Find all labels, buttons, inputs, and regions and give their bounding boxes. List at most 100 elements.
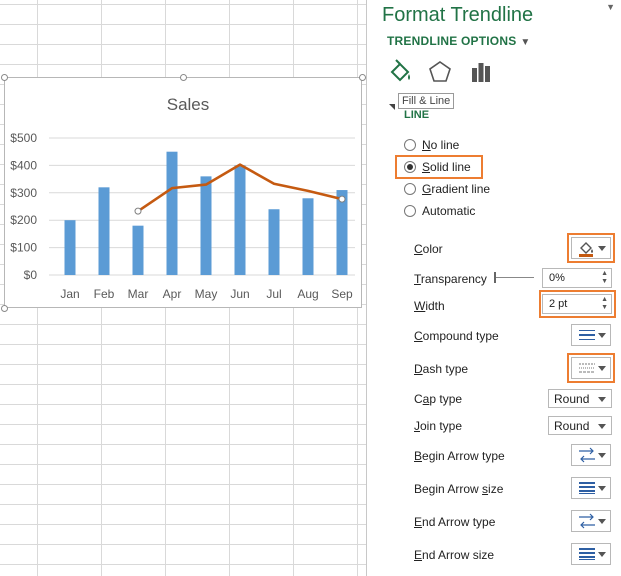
solid-line-highlight — [395, 155, 483, 179]
radio-solid-line-label: Solid line — [422, 160, 471, 174]
paint-bucket-icon[interactable] — [387, 59, 413, 85]
dash-lines-icon — [579, 363, 595, 373]
radio-button[interactable] — [404, 205, 416, 217]
radio-no-line-label: No line — [422, 138, 460, 152]
bar — [302, 198, 314, 275]
radio-gradient-line-label: Gradient line — [422, 182, 491, 196]
radio-solid-line[interactable]: Solid line — [404, 158, 471, 176]
pentagon-icon[interactable] — [427, 59, 453, 85]
width-label: Width — [414, 299, 445, 313]
bar — [336, 190, 348, 275]
resize-handle-tl[interactable] — [1, 74, 8, 81]
chevron-down-icon — [598, 486, 606, 491]
compound-type-button[interactable] — [571, 324, 611, 346]
end-arrow-type-button[interactable] — [571, 510, 611, 532]
panel-title: Format Trendline — [382, 4, 534, 26]
width-spinner[interactable]: 2 pt ▲ ▼ — [542, 294, 612, 314]
spin-arrows-icon[interactable]: ▲ ▼ — [601, 270, 608, 285]
x-tick-label: Jun — [230, 287, 249, 301]
radio-gradient-line[interactable]: Gradient line — [404, 180, 490, 198]
y-tick-label: $100 — [10, 241, 37, 255]
join-type-label: Join type — [414, 419, 463, 433]
compound-lines-icon — [579, 330, 595, 340]
trendline — [137, 163, 343, 213]
bar — [166, 151, 178, 275]
bar — [200, 176, 212, 275]
color-label: Color — [414, 242, 443, 256]
x-tick-label: Apr — [163, 287, 182, 301]
resize-handle-tc[interactable] — [180, 74, 187, 81]
chevron-down-icon — [598, 246, 606, 251]
color-highlight — [567, 233, 615, 263]
fill-line-tooltip: Fill & Line — [398, 93, 455, 109]
cap-type-label: Cap type — [414, 392, 463, 406]
x-tick-label: May — [195, 287, 218, 301]
chart-area[interactable]: Sales $0 $100 $200 $300 $400 $500 Jan Feb Mar Apr M… — [1, 74, 366, 312]
trendline-handle — [338, 195, 346, 203]
transparency-slider-thumb[interactable] — [494, 272, 496, 283]
end-arrow-type-label: End Arrow type — [414, 515, 496, 529]
x-tick-label: Sep — [331, 287, 353, 301]
trendline-handle — [134, 207, 142, 215]
transparency-label: Transparency — [414, 272, 487, 286]
resize-handle-bl[interactable] — [1, 305, 8, 312]
size-lines-icon — [579, 548, 595, 560]
y-tick-label: $400 — [10, 158, 37, 172]
bar — [98, 187, 110, 275]
chevron-down-icon — [598, 424, 606, 429]
chevron-down-icon — [598, 397, 606, 402]
dash-type-label: Dash type — [414, 362, 469, 376]
width-highlight — [539, 290, 616, 318]
cap-type-select[interactable]: Round — [548, 389, 612, 408]
radio-no-line[interactable]: No line — [404, 136, 459, 154]
bar — [234, 165, 246, 275]
y-tick-label: $200 — [10, 213, 37, 227]
resize-handle-tr[interactable] — [359, 74, 366, 81]
end-arrow-size-button[interactable] — [571, 543, 611, 565]
bar — [132, 225, 144, 275]
outline-color-button[interactable] — [571, 237, 611, 259]
radio-button[interactable] — [404, 139, 416, 151]
panel-options-icon[interactable]: ▼ — [606, 2, 615, 12]
radio-button[interactable] — [404, 183, 416, 195]
pen-color-icon — [579, 242, 593, 257]
begin-arrow-size-label: Begin Arrow size — [414, 482, 504, 496]
x-tick-label: Jul — [266, 287, 281, 301]
bar-chart-icon[interactable] — [468, 59, 494, 85]
arrows-icon — [579, 447, 595, 463]
end-arrow-size-label: End Arrow size — [414, 548, 495, 562]
trendline-options-tab[interactable]: TRENDLINE OPTIONS ▼ — [387, 34, 531, 48]
y-tick-label: $300 — [10, 186, 37, 200]
y-tick-label: $0 — [24, 268, 38, 282]
chevron-down-icon: ▼ — [520, 37, 531, 48]
x-tick-label: Mar — [128, 287, 149, 301]
begin-arrow-size-button[interactable] — [571, 477, 611, 499]
compound-type-label: Compound type — [414, 329, 499, 343]
radio-automatic[interactable]: Automatic — [404, 202, 475, 220]
begin-arrow-type-button[interactable] — [571, 444, 611, 466]
spin-arrows-icon[interactable]: ▲ ▼ — [601, 296, 608, 311]
x-tick-label: Feb — [94, 287, 115, 301]
size-lines-icon — [579, 482, 595, 494]
chevron-down-icon — [598, 366, 606, 371]
dash-type-button[interactable] — [571, 357, 611, 379]
transparency-value: 0% — [549, 272, 565, 284]
y-tick-label: $500 — [10, 131, 37, 145]
chevron-down-icon — [598, 552, 606, 557]
bar — [268, 209, 280, 275]
join-type-select[interactable]: Round — [548, 416, 612, 435]
spreadsheet-grid[interactable]: Sales $0 $100 $200 $300 $400 $500 Jan Feb Mar Apr M… — [0, 0, 366, 576]
transparency-spinner[interactable]: 0% ▲ ▼ — [542, 268, 612, 288]
chevron-down-icon — [598, 453, 606, 458]
chart-title: Sales — [167, 95, 210, 114]
line-section-header[interactable]: LINE — [404, 109, 430, 121]
trendline-options-label: TRENDLINE OPTIONS — [387, 34, 517, 48]
transparency-slider-track[interactable] — [494, 277, 534, 278]
width-value: 2 pt — [549, 298, 568, 310]
radio-automatic-label: Automatic — [422, 204, 476, 218]
arrows-icon — [579, 513, 595, 529]
section-collapse-icon[interactable] — [389, 104, 395, 110]
radio-button-checked[interactable] — [404, 161, 416, 173]
dash-type-highlight — [567, 353, 615, 383]
sales-chart[interactable]: Sales $0 $100 $200 $300 $400 $500 Jan Feb Mar Apr M… — [5, 78, 363, 309]
